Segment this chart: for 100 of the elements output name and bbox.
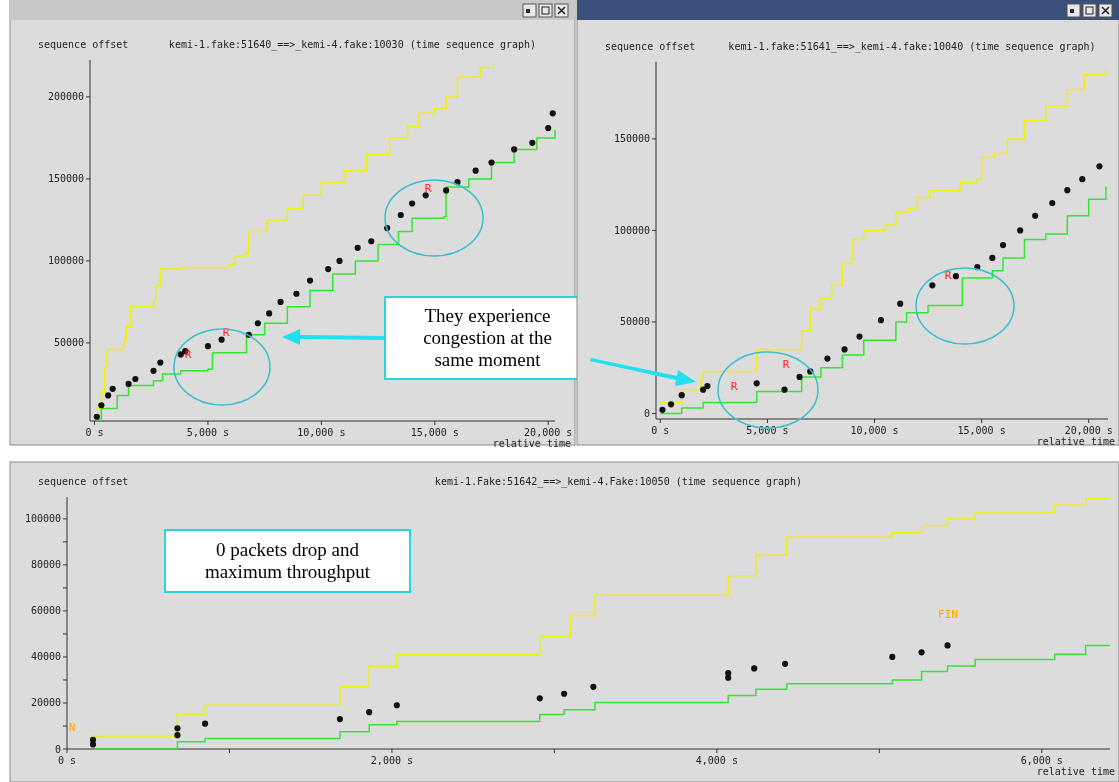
point	[1096, 163, 1103, 170]
x-tick-label: 10,000 s	[297, 427, 346, 438]
point	[132, 375, 139, 383]
x-tick-label: 0 s	[85, 427, 104, 438]
annotation: R	[184, 348, 192, 361]
point	[306, 277, 314, 284]
point	[150, 367, 157, 374]
point	[293, 290, 300, 297]
y-axis-title: sequence offset	[605, 41, 696, 52]
annotation: R	[222, 326, 230, 339]
point	[781, 386, 788, 393]
point	[897, 300, 904, 307]
annotation: N	[68, 721, 76, 734]
point	[841, 346, 848, 353]
point	[929, 282, 936, 289]
point	[254, 320, 261, 327]
x-tick-label: 5,000 s	[746, 425, 789, 436]
point	[1017, 227, 1024, 234]
y-tick-label: 200000	[47, 91, 84, 103]
y-axis-title: sequence offset	[38, 39, 129, 50]
point	[549, 110, 556, 117]
point	[277, 298, 284, 306]
point	[678, 392, 685, 399]
point	[796, 373, 803, 380]
point	[1079, 176, 1086, 183]
x-tick-label: 2,000 s	[370, 755, 413, 766]
y-tick-label: 60000	[30, 605, 61, 617]
y-tick-label: 100000	[47, 255, 84, 267]
point	[422, 192, 429, 199]
point	[393, 702, 400, 709]
y-tick-label: 100000	[24, 513, 61, 525]
x-tick-label: 0 s	[651, 425, 670, 436]
annotation: They experience congestion at the same moment	[423, 305, 552, 370]
chart-title: kemi-1.fake:51640_==>_kemi-4.fake:10030 (time sequence graph)	[168, 39, 537, 51]
x-tick-label: 6,000 s	[1020, 755, 1063, 766]
y-tick-label: 50000	[619, 316, 650, 328]
annotation: R	[730, 380, 738, 393]
y-tick-label: 150000	[47, 173, 84, 185]
point	[397, 211, 404, 219]
annotation: 0 packets drop and maximum throughput	[204, 539, 371, 582]
point	[488, 159, 495, 166]
y-tick-label: 150000	[613, 133, 650, 145]
x-axis-title: relative time	[492, 438, 571, 449]
point	[105, 392, 112, 399]
point	[409, 200, 416, 207]
point	[266, 310, 273, 317]
x-tick-label: 15,000 s	[410, 427, 459, 438]
point	[918, 649, 925, 656]
point	[952, 273, 959, 280]
x-axis-title: relative time	[1036, 436, 1115, 447]
point	[536, 695, 543, 702]
y-tick-label: 100000	[613, 224, 650, 236]
y-tick-label: 20000	[30, 697, 61, 709]
point	[368, 238, 375, 245]
point	[511, 146, 518, 153]
y-tick-label: 0	[643, 408, 650, 420]
point	[89, 736, 97, 743]
point	[336, 257, 343, 264]
point	[472, 167, 479, 174]
y-tick-label: 50000	[53, 337, 84, 349]
point	[125, 380, 132, 388]
point	[98, 402, 105, 409]
point	[93, 413, 100, 420]
point	[999, 241, 1007, 249]
chart-title: kemi-1.Fake:51642_==>_kemi-4.Fake:10050 (time sequence graph)	[434, 476, 803, 488]
point	[202, 720, 209, 727]
x-tick-label: 5,000 s	[186, 427, 230, 438]
annotation: R	[782, 358, 790, 371]
point	[561, 690, 568, 697]
annotation: FIN	[938, 608, 958, 621]
point	[667, 401, 675, 408]
point	[1032, 212, 1039, 219]
x-tick-label: 0 s	[57, 755, 77, 766]
point	[944, 642, 951, 649]
annotation: R	[944, 269, 952, 282]
point	[545, 124, 552, 132]
point	[177, 351, 184, 358]
point	[174, 732, 181, 739]
point	[781, 660, 789, 667]
y-tick-label: 0	[54, 743, 61, 755]
point	[725, 669, 732, 677]
point	[443, 187, 450, 194]
point	[1064, 187, 1071, 194]
y-tick-label: 40000	[30, 651, 61, 663]
point	[336, 716, 344, 723]
point	[354, 244, 361, 251]
point	[529, 139, 536, 146]
point	[590, 683, 597, 690]
point	[659, 406, 666, 413]
x-tick-label: 15,000 s	[957, 425, 1006, 436]
point	[751, 665, 758, 672]
x-tick-label: 20,000 s	[524, 427, 573, 438]
point	[700, 386, 707, 393]
x-tick-label: 20,000 s	[1064, 425, 1113, 436]
point	[889, 653, 896, 661]
x-tick-label: 4,000 s	[695, 755, 738, 766]
point	[174, 725, 181, 732]
point	[1049, 199, 1056, 207]
y-tick-label: 80000	[30, 559, 61, 571]
point	[824, 355, 831, 362]
